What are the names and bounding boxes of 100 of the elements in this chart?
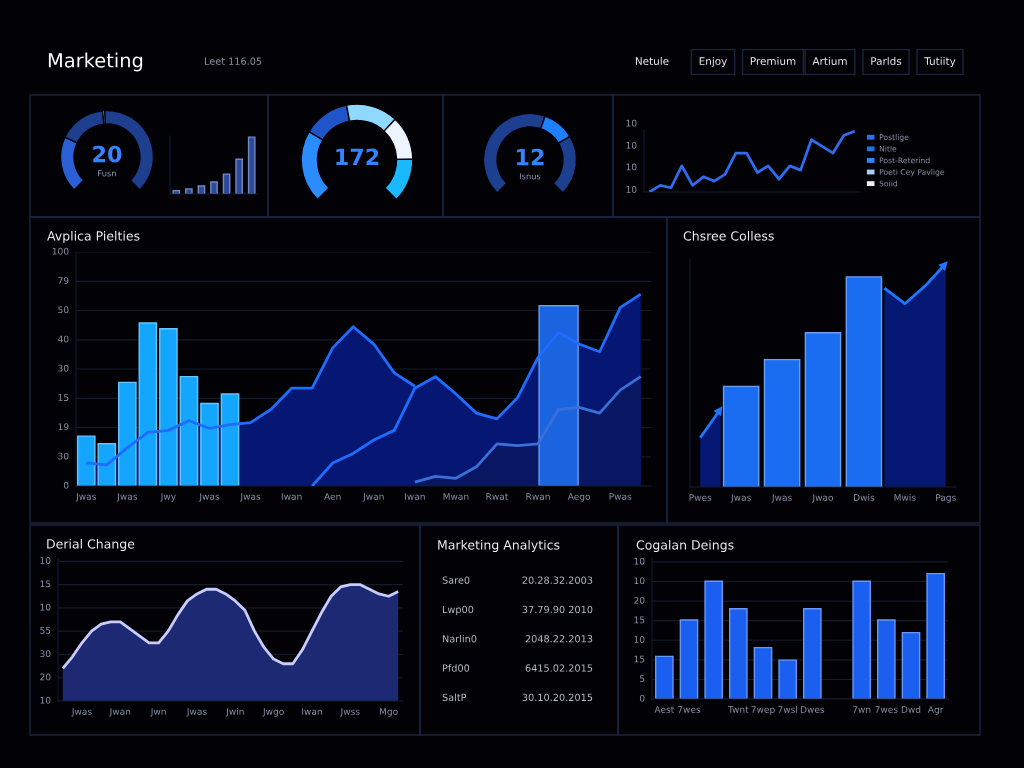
text: SaltP [442,693,467,702]
text: Sare0 [442,576,470,584]
text: Leet 116.05 [204,57,262,65]
x-tick-label: Pwes [689,494,712,501]
x-tick-label: Aego [567,493,591,502]
text: 10 [626,163,637,171]
text: Enjoy [699,56,727,68]
text: 15 [58,394,69,401]
text: Fusn [98,170,116,177]
x-tick-label: Jwas [239,493,261,502]
text: Marketing [48,52,143,72]
chart-title: Chsree Colless [683,230,774,241]
x-tick-label: 7wsl [778,705,797,713]
x-tick-label: Iwan [405,493,425,500]
chart-title: Cogalan Deings [636,539,734,553]
text: 100 [52,247,69,255]
bar [778,659,797,699]
chart-title: Avplica Pielties [47,230,140,244]
x-tick-label: Pwas [609,493,632,500]
text: Marketing Analytics [438,539,560,553]
text: 19 [58,423,69,431]
bar [118,381,137,486]
text: 79 [58,277,69,284]
bar [655,655,674,699]
text: 20 [93,145,122,163]
x-tick-label: Aen [324,493,341,500]
text: 12 [517,148,544,166]
x-tick-label: Jwas [75,493,96,502]
x-tick-label: Twnt [727,706,749,713]
bar [210,181,218,194]
bar [235,158,243,194]
x-tick-label: Jwas [186,708,207,717]
x-tick-label: Jwss [340,708,360,717]
text: 50 [58,306,69,314]
bar [877,619,896,699]
x-tick-label: Iwan [281,493,302,500]
text: Lwp00 [442,605,474,615]
bar [200,402,219,486]
x-tick-label: Agr [927,706,944,715]
x-tick-label: Rwat [486,493,509,500]
x-tick-label: Jwao [811,494,834,503]
text: Premium [750,56,796,66]
x-tick-label: Jwan [109,708,131,717]
text: 40 [58,335,69,343]
text: Pfd00 [442,664,470,672]
bar [179,375,199,486]
bar [679,619,699,699]
bar [901,631,921,699]
bar [185,188,193,194]
text: 172 [336,148,379,165]
bar [803,608,822,699]
text: 10 [626,185,637,193]
x-tick-label: Jwn [150,708,166,717]
x-tick-label: Jwan [362,493,384,502]
x-tick-label: Jwas [116,493,138,502]
x-tick-label: Jwas [771,494,792,503]
bar [729,608,748,699]
bar [220,393,240,486]
text: Isnus [519,173,541,180]
text: 10 [634,636,645,643]
bar [538,305,579,486]
text: 20.28.32.2003 [522,576,593,584]
text: 20 [40,673,51,681]
text: 15 [40,580,51,588]
x-tick-label: 7wes [875,706,898,713]
text: 30 [40,650,51,658]
x-tick-label: Iwan [302,708,322,715]
x-tick-label: Dwd [901,705,921,713]
bar [247,136,256,194]
text: 0 [63,481,69,489]
text: 37.79.90 2010 [522,605,593,614]
bar [138,322,158,486]
text: 10 [40,557,51,564]
x-tick-label: Jwas [71,708,92,717]
x-tick-label: Dwis [854,493,875,501]
text: 2048.22.2013 [525,635,593,643]
text: Tutiity [924,56,956,68]
text: 10 [626,119,637,127]
text: Artium [812,56,847,66]
x-tick-label: 7wep [751,706,775,715]
text: 6415.02.2015 [525,664,593,672]
x-tick-label: 7wes [678,706,701,713]
chart-title: Derial Change [47,538,135,552]
text: 30.10.20.2015 [522,693,593,702]
text: 0 [639,694,645,702]
x-tick-label: Aest [654,706,675,713]
bar [852,580,871,699]
bar [753,646,773,699]
text: 10 [40,603,51,611]
text: 15 [634,655,645,663]
text: Narlin0 [442,634,477,643]
text: Netule [635,56,669,66]
x-tick-label: Jwin [225,707,244,717]
bar [704,580,723,699]
x-tick-label: Mwan [443,493,469,500]
text: 30 [58,364,69,372]
x-tick-label: Mgo [379,708,398,717]
x-tick-label: Dwes [800,706,825,713]
bar [763,358,801,487]
x-tick-label: Jwas [198,493,220,502]
